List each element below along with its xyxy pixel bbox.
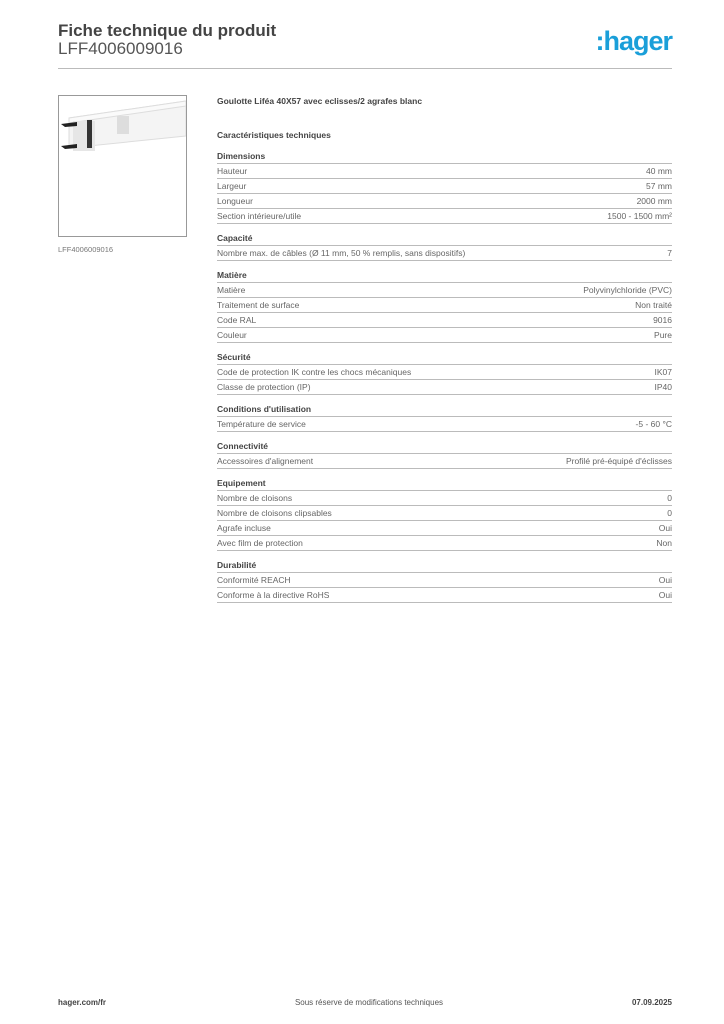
- spec-label: Code de protection IK contre les chocs m…: [217, 367, 412, 377]
- spec-sections: Dimensions Hauteur 40 mm Largeur 57 mm Longue…: [217, 149, 672, 603]
- spec-section: Connectivité Accessoires d'alignement Prof…: [217, 439, 672, 469]
- footer: hager.com/fr Sous réserve de modificatio…: [58, 998, 672, 1007]
- spec-label: Matière: [217, 285, 246, 295]
- spec-section: Conditions d'utilisation Température de s…: [217, 402, 672, 432]
- spec-label: Conforme à la directive RoHS: [217, 590, 330, 600]
- spec-row: Agrafe incluse Oui: [217, 521, 672, 536]
- spec-row: Traitement de surface Non traité: [217, 298, 672, 313]
- spec-row: Conforme à la directive RoHS Oui: [217, 588, 672, 603]
- spec-value: 1500 - 1500 mm²: [607, 211, 672, 221]
- spec-label: Nombre de cloisons: [217, 493, 293, 503]
- spec-value: Profilé pré-équipé d'éclisses: [565, 456, 672, 466]
- section-heading: Matière: [217, 268, 672, 283]
- spec-value: 57 mm: [646, 181, 672, 191]
- spec-label: Code RAL: [217, 315, 257, 325]
- spec-label: Traitement de surface: [217, 300, 300, 310]
- spec-row: Couleur Pure: [217, 328, 672, 343]
- spec-label: Avec film de protection: [217, 538, 303, 548]
- section-heading: Conditions d'utilisation: [217, 402, 672, 417]
- spec-label: Couleur: [217, 330, 247, 340]
- product-code: LFF4006009016: [58, 39, 183, 58]
- spec-row: Classe de protection (IP) IP40: [217, 380, 672, 395]
- section-heading: Capacité: [217, 231, 672, 246]
- spec-row: Accessoires d'alignement Profilé pré-équi…: [217, 454, 672, 469]
- spec-value: Oui: [658, 523, 672, 533]
- spec-row: Matière Polyvinylchloride (PVC): [217, 283, 672, 298]
- spec-label: Agrafe incluse: [217, 523, 271, 533]
- spec-section: Capacité Nombre max. de câbles (Ø 11 mm, …: [217, 231, 672, 261]
- spec-label: Conformité REACH: [217, 575, 291, 585]
- spec-label: Nombre max. de câbles (Ø 11 mm, 50 % rem…: [217, 248, 466, 258]
- spec-label: Classe de protection (IP): [217, 382, 311, 392]
- page-title: Fiche technique du produit: [58, 21, 277, 40]
- spec-section: Sécurité Code de protection IK contre les…: [217, 350, 672, 395]
- header-divider: [58, 68, 672, 69]
- spec-value: IK07: [654, 367, 673, 377]
- spec-row: Code de protection IK contre les chocs m…: [217, 365, 672, 380]
- spec-value: Oui: [658, 575, 672, 585]
- spec-row: Nombre max. de câbles (Ø 11 mm, 50 % rem…: [217, 246, 672, 261]
- spec-row: Section intérieure/utile 1500 - 1500 mm²: [217, 209, 672, 224]
- spec-value: 40 mm: [646, 166, 672, 176]
- spec-section: Matière Matière Polyvinylchloride (PVC) Tra…: [217, 268, 672, 343]
- spec-row: Longueur 2000 mm: [217, 194, 672, 209]
- spec-value: 2000 mm: [636, 196, 672, 206]
- product-image: [58, 95, 187, 237]
- spec-value: Oui: [658, 590, 672, 600]
- spec-row: Nombre de cloisons clipsables 0: [217, 506, 672, 521]
- image-caption: LFF4006009016: [58, 245, 114, 254]
- spec-value: 9016: [653, 315, 672, 325]
- spec-label: Nombre de cloisons clipsables: [217, 508, 332, 518]
- spec-value: IP40: [654, 382, 673, 392]
- spec-label: Longueur: [217, 196, 253, 206]
- section-heading: Durabilité: [217, 558, 672, 573]
- footer-site[interactable]: hager.com/fr: [58, 998, 107, 1007]
- spec-value: Polyvinylchloride (PVC): [583, 285, 672, 295]
- product-name: Goulotte Liféa 40X57 avec eclisses/2 agr…: [217, 96, 423, 106]
- footer-date: 07.09.2025: [631, 998, 672, 1007]
- spec-label: Température de service: [217, 419, 306, 429]
- spec-row: Température de service -5 - 60 °C: [217, 417, 672, 432]
- spec-value: Non traité: [635, 300, 672, 310]
- spec-label: Hauteur: [217, 166, 248, 176]
- spec-row: Avec film de protection Non: [217, 536, 672, 551]
- spec-section: Dimensions Hauteur 40 mm Largeur 57 mm Longue…: [217, 149, 672, 224]
- footer-note: Sous réserve de modifications techniques: [294, 998, 444, 1007]
- spec-label: Accessoires d'alignement: [217, 456, 314, 466]
- spec-row: Nombre de cloisons 0: [217, 491, 672, 506]
- spec-section: Equipement Nombre de cloisons 0 Nombre de c…: [217, 476, 672, 551]
- spec-row: Conformité REACH Oui: [217, 573, 672, 588]
- section-heading: Sécurité: [217, 350, 672, 365]
- spec-row: Hauteur 40 mm: [217, 164, 672, 179]
- section-heading: Connectivité: [217, 439, 672, 454]
- spec-value: Non: [656, 538, 672, 548]
- spec-value: 0: [667, 493, 672, 503]
- section-heading: Equipement: [217, 476, 672, 491]
- spec-label: Section intérieure/utile: [217, 211, 302, 221]
- spec-section: Durabilité Conformité REACH Oui Conforme à …: [217, 558, 672, 603]
- hager-logo: :hager: [595, 26, 673, 56]
- spec-value: Pure: [654, 330, 672, 340]
- spec-value: 7: [667, 248, 672, 258]
- spec-value: 0: [667, 508, 672, 518]
- section-heading: Dimensions: [217, 149, 672, 164]
- spec-row: Largeur 57 mm: [217, 179, 672, 194]
- spec-row: Code RAL 9016: [217, 313, 672, 328]
- spec-value: -5 - 60 °C: [635, 419, 672, 429]
- spec-label: Largeur: [217, 181, 247, 191]
- tech-heading: Caractéristiques techniques: [217, 130, 331, 140]
- spec-content: Goulotte Liféa 40X57 avec eclisses/2 agr…: [217, 96, 672, 610]
